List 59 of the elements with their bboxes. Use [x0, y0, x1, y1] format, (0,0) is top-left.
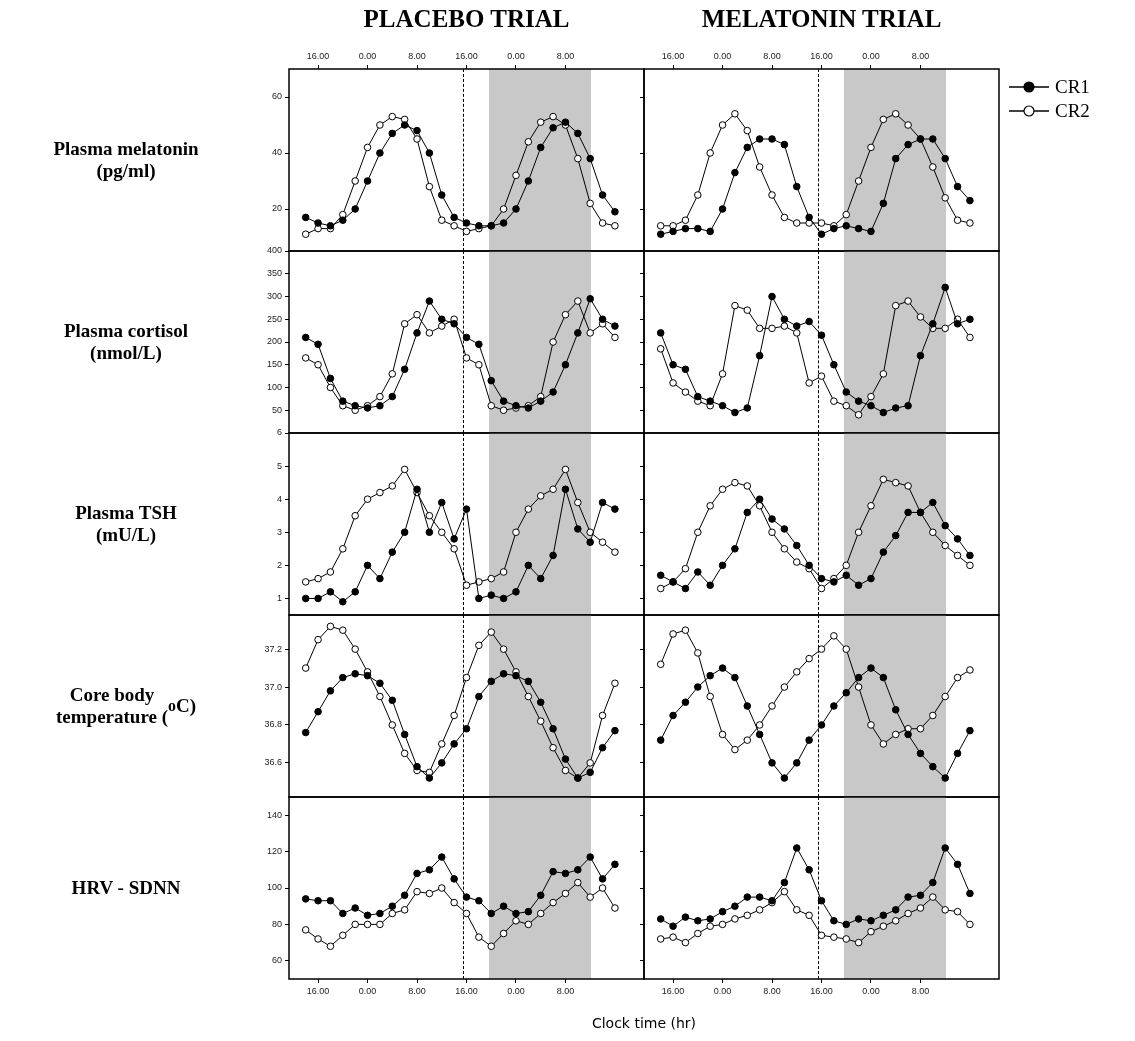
- y-tick-label: 200: [266, 336, 282, 347]
- x-tick-label: 8.00: [911, 985, 930, 996]
- x-tick-label: 8.00: [408, 985, 426, 996]
- y-tick-label: 36.6: [264, 757, 282, 768]
- x-tick-label: 8.00: [408, 51, 426, 62]
- x-tick-label: 8.00: [763, 985, 781, 996]
- x-tick-label: 16.00: [306, 985, 330, 996]
- x-tick-label: 8.00: [556, 985, 575, 996]
- y-tick-label: 120: [266, 846, 282, 857]
- x-tick-label: 16.00: [661, 985, 685, 996]
- y-tick-label: 150: [266, 359, 282, 370]
- y-tick-label: 250: [266, 313, 282, 324]
- x-tick-label: 16.00: [306, 51, 330, 62]
- x-tick-label: 16.00: [810, 985, 833, 996]
- y-tick-label: 4: [276, 493, 282, 504]
- y-tick-label: 2: [276, 559, 282, 570]
- x-tick-label: 0.00: [507, 51, 525, 62]
- x-tick-label: 16.00: [810, 51, 833, 62]
- legend-label: CR2: [1055, 100, 1090, 122]
- y-tick-label: 40: [271, 147, 282, 158]
- x-tick-label: 0.00: [507, 985, 525, 996]
- y-axis-title: Plasma TSH (mU/L): [74, 501, 178, 547]
- legend-label: CR1: [1055, 76, 1090, 98]
- x-tick-label: 0.00: [862, 51, 880, 62]
- y-tick-label: 3: [276, 526, 282, 537]
- y-axis-title: HRV - SDNN: [70, 876, 182, 900]
- y-tick-label: 80: [271, 918, 282, 929]
- y-tick-label: 400: [266, 245, 282, 256]
- chart-title: PLACEBO TRIAL: [362, 5, 571, 33]
- x-axis-title: Clock time (hr): [590, 1015, 698, 1031]
- y-tick-label: 5: [276, 460, 282, 471]
- y-tick-label: 300: [266, 290, 282, 301]
- x-tick-label: 16.00: [661, 51, 685, 62]
- y-axis-title: Plasma melatonin (pg/ml): [52, 137, 200, 183]
- x-tick-label: 0.00: [713, 51, 732, 62]
- y-tick-label: 60: [271, 91, 282, 102]
- chart-title: MELATONIN TRIAL: [700, 5, 943, 33]
- y-tick-label: 37.0: [264, 681, 282, 692]
- y-tick-label: 37.2: [264, 643, 282, 654]
- y-tick-label: 100: [266, 882, 282, 893]
- x-tick-label: 0.00: [713, 985, 732, 996]
- y-tick-label: 140: [266, 809, 282, 820]
- y-tick-label: 50: [271, 404, 282, 415]
- x-tick-label: 8.00: [763, 51, 781, 62]
- y-tick-label: 60: [271, 955, 282, 966]
- y-tick-label: 350: [266, 268, 282, 279]
- y-tick-label: 6: [276, 427, 282, 438]
- y-tick-label: 20: [271, 203, 282, 214]
- x-tick-label: 0.00: [358, 51, 377, 62]
- x-tick-label: 0.00: [358, 985, 377, 996]
- x-tick-label: 0.00: [862, 985, 880, 996]
- x-tick-label: 16.00: [455, 985, 478, 996]
- x-tick-label: 8.00: [556, 51, 575, 62]
- y-tick-label: 36.8: [264, 719, 282, 730]
- x-tick-label: 16.00: [455, 51, 478, 62]
- y-tick-label: 100: [266, 381, 282, 392]
- x-tick-label: 8.00: [911, 51, 930, 62]
- y-axis-title: Plasma cortisol (nmol/L): [63, 319, 189, 365]
- y-tick-label: 1: [276, 592, 282, 603]
